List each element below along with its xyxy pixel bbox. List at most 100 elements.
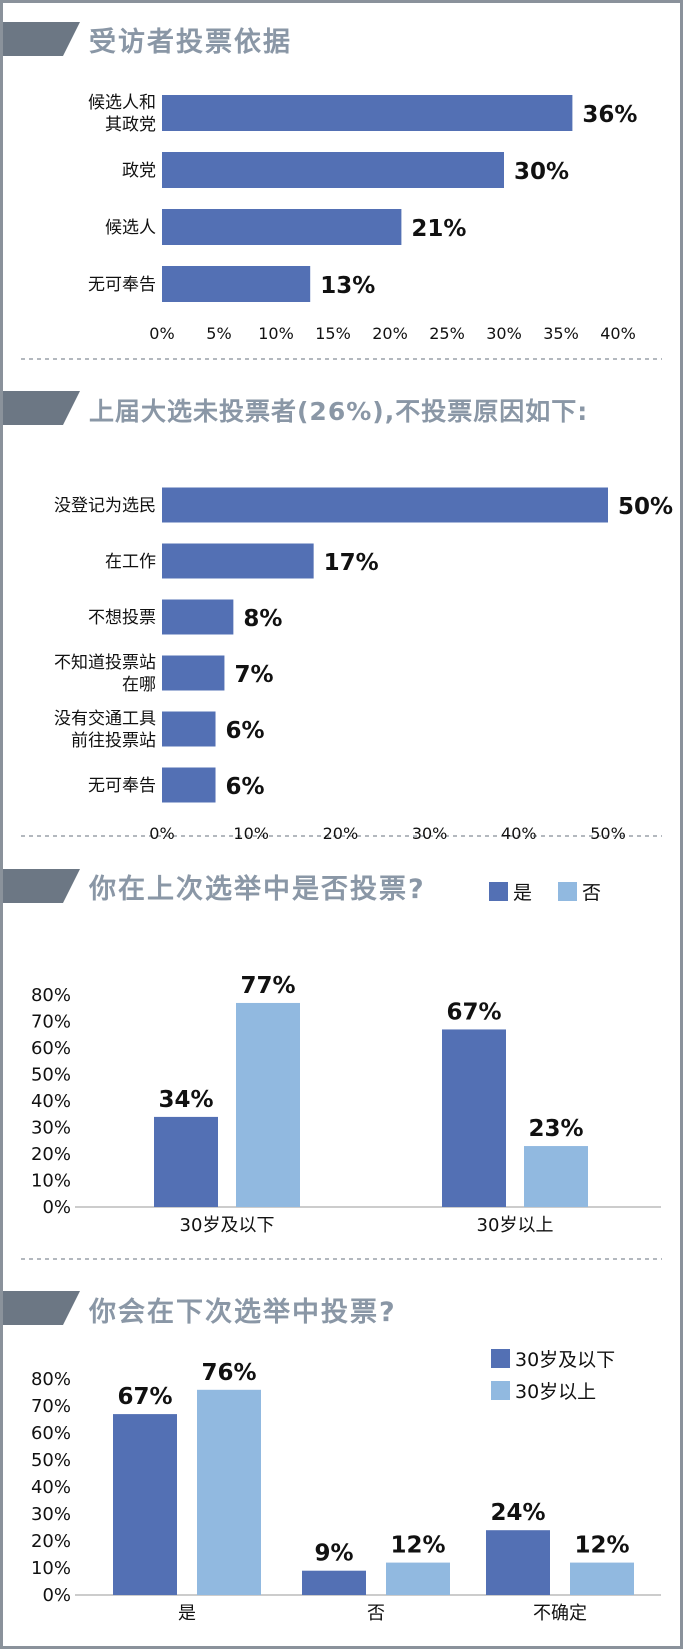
y-tick-30pct: 30% — [31, 1504, 71, 1525]
category-label-4: 无可奉告 — [88, 275, 156, 295]
value-label-6: 6% — [226, 774, 265, 800]
y-tick-80pct: 80% — [31, 1369, 71, 1390]
value-label-5: 6% — [226, 718, 265, 744]
y-tick-70pct: 70% — [31, 1396, 71, 1417]
x-tick-10pct: 10% — [233, 824, 269, 843]
y-tick-0pct: 0% — [42, 1585, 71, 1606]
legend-swatch-2 — [558, 882, 577, 901]
value-label-2: 30% — [514, 159, 569, 185]
value-label-1-2: 76% — [201, 1360, 256, 1386]
bar-2-series-1 — [442, 1029, 506, 1207]
banner-2 — [3, 391, 80, 425]
x-tick-0pct: 0% — [149, 824, 174, 843]
legend-label-2: 30岁以上 — [515, 1381, 596, 1403]
value-label-3-2: 12% — [574, 1533, 629, 1559]
y-tick-10pct: 10% — [31, 1558, 71, 1579]
value-label-1-2: 77% — [240, 973, 295, 999]
category-label-1-line-1: 候选人和 — [88, 93, 156, 113]
chart-1-title: 受访者投票依据 — [89, 26, 292, 58]
value-label-2-2: 23% — [528, 1116, 583, 1142]
y-tick-20pct: 20% — [31, 1144, 71, 1165]
legend-label-1: 30岁及以下 — [515, 1349, 615, 1371]
x-tick-10pct: 10% — [258, 324, 294, 343]
legend-label-2: 否 — [582, 882, 601, 904]
x-tick-0pct: 0% — [149, 324, 174, 343]
category-label-2: 在工作 — [105, 552, 156, 572]
value-label-3-1: 24% — [490, 1500, 545, 1526]
x-tick-30pct: 30% — [412, 824, 448, 843]
y-tick-50pct: 50% — [31, 1450, 71, 1471]
bar-4 — [162, 655, 225, 691]
chart-4-title: 你会在下次选举中投票? — [88, 1296, 397, 1328]
bar-1 — [162, 487, 608, 523]
bar-5 — [162, 711, 216, 747]
y-tick-20pct: 20% — [31, 1531, 71, 1552]
x-tick-5pct: 5% — [206, 324, 231, 343]
infographic: 受访者投票依据 上届大选未投票者(26%),不投票原因如下: 你在上次选举中是否… — [3, 3, 680, 1646]
category-label-4-line-2: 在哪 — [122, 675, 156, 695]
chart-3: 0% 10% 20% 30% 40% 50% 60% 70% 80% 34% 77% 30岁及以下 67… — [31, 882, 661, 1236]
legend-swatch-1 — [491, 1349, 510, 1368]
x-tick-15pct: 15% — [315, 324, 351, 343]
value-label-3: 8% — [243, 606, 282, 632]
value-label-3: 21% — [411, 216, 466, 242]
bar-3 — [162, 209, 402, 245]
category-label-3: 不确定 — [533, 1603, 587, 1624]
value-label-4: 13% — [320, 273, 375, 299]
x-tick-25pct: 25% — [429, 324, 465, 343]
y-tick-60pct: 60% — [31, 1423, 71, 1444]
value-label-2: 17% — [324, 550, 379, 576]
legend-swatch-2 — [491, 1381, 510, 1400]
bar-3-series-2 — [570, 1562, 634, 1595]
category-label-1: 没登记为选民 — [54, 496, 156, 516]
chart-3-title: 你在上次选举中是否投票? — [88, 873, 426, 905]
chart-2-title: 上届大选未投票者(26%),不投票原因如下: — [89, 397, 588, 426]
legend-swatch-1 — [489, 882, 508, 901]
category-label-3: 不想投票 — [88, 608, 156, 628]
category-label-2: 30岁以上 — [477, 1215, 554, 1236]
bar-1 — [162, 95, 573, 131]
x-tick-40pct: 40% — [600, 324, 636, 343]
x-tick-40pct: 40% — [501, 824, 537, 843]
bar-2-series-2 — [524, 1146, 588, 1207]
value-label-2-1: 9% — [314, 1541, 353, 1567]
x-tick-35pct: 35% — [543, 324, 579, 343]
x-tick-30pct: 30% — [486, 324, 522, 343]
y-tick-40pct: 40% — [31, 1477, 71, 1498]
bar-1-series-2 — [236, 1002, 300, 1207]
y-tick-30pct: 30% — [31, 1118, 71, 1139]
bar-3-series-1 — [486, 1530, 550, 1595]
value-label-2-2: 12% — [390, 1533, 445, 1559]
category-label-2: 政党 — [122, 161, 156, 181]
y-tick-10pct: 10% — [31, 1171, 71, 1192]
value-label-1-1: 34% — [158, 1087, 213, 1113]
x-tick-20pct: 20% — [323, 824, 359, 843]
category-label-4-line-1: 不知道投票站 — [54, 653, 156, 673]
y-tick-0pct: 0% — [42, 1197, 71, 1218]
y-tick-80pct: 80% — [31, 985, 71, 1006]
bar-2-series-2 — [386, 1562, 450, 1595]
category-label-1: 是 — [178, 1603, 196, 1624]
bar-1-series-1 — [113, 1414, 177, 1595]
bar-2 — [162, 152, 504, 188]
y-tick-50pct: 50% — [31, 1065, 71, 1086]
bar-1-series-1 — [154, 1116, 218, 1207]
y-tick-70pct: 70% — [31, 1012, 71, 1033]
y-tick-60pct: 60% — [31, 1038, 71, 1059]
bar-2-series-1 — [302, 1570, 366, 1595]
category-label-6: 无可奉告 — [88, 776, 156, 796]
banner-4 — [3, 1291, 80, 1325]
category-label-2: 否 — [367, 1603, 385, 1624]
bar-6 — [162, 767, 216, 803]
value-label-1-1: 67% — [117, 1384, 172, 1410]
x-tick-50pct: 50% — [590, 824, 626, 843]
bar-4 — [162, 266, 311, 302]
chart-4: 0% 10% 20% 30% 40% 50% 60% 70% 80% 67% 76% 是 9% 12% 否 2… — [31, 1349, 661, 1624]
category-label-5-line-1: 没有交通工具 — [54, 709, 156, 729]
banner-3 — [3, 869, 80, 903]
banner-1 — [3, 22, 80, 56]
legend-label-1: 是 — [513, 882, 532, 904]
category-label-3: 候选人 — [105, 218, 156, 238]
y-tick-40pct: 40% — [31, 1091, 71, 1112]
